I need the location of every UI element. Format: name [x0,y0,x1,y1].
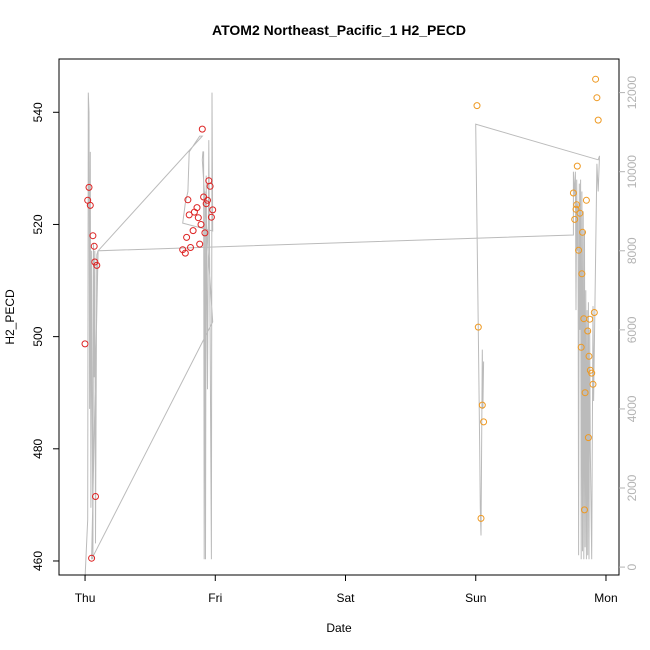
data-point-s1-3 [85,183,93,191]
data-point-s2-25 [588,369,596,377]
y2-tick-label-2000: 2000 [625,474,639,501]
data-point-s1-14 [184,196,192,204]
x-tick-label-fri: Fri [208,591,222,605]
data-point-s1-15 [185,211,193,219]
plot-frame [58,58,620,576]
x-axis: Thu Fri Sat Sun Mon [75,575,618,605]
data-point-s2-22 [585,352,593,360]
data-point-s2-8 [572,205,580,213]
data-point-s1-22 [197,221,205,228]
data-point-s1-27 [204,196,211,204]
data-point-s1-9 [92,493,99,500]
data-point-s1-4 [86,201,94,209]
data-point-s1-7 [90,242,98,250]
data-point-s1-8 [91,258,99,266]
data-point-s1-16 [187,244,194,251]
y2-tick-label-4000: 4000 [625,395,639,422]
data-point-s2-26 [589,380,597,388]
data-point-s2-20 [584,327,592,335]
data-point-s2-23 [586,315,594,323]
data-point-s1-12 [181,249,189,257]
data-point-s2-11 [575,246,583,254]
data-point-s2-19 [582,196,590,204]
data-point-s2-18 [581,389,589,397]
x-tick-label-thu: Thu [75,591,96,605]
data-point-s1-25 [201,229,209,237]
data-point-s1-6 [89,232,97,240]
y2-axis: 0 2000 4000 6000 8000 10000 12000 [619,76,639,570]
data-point-s1-1 [81,340,89,348]
y-axis: 460 480 500 520 540 [31,102,59,571]
x-tick-label-mon: Mon [594,591,617,605]
data-point-s2-10 [573,162,581,170]
y2-tick-label-10000: 10000 [625,155,639,189]
y-axis-label: H2_PECD [3,289,17,345]
y2-tick-label-12000: 12000 [625,76,639,110]
data-point-s2-12 [576,209,584,217]
data-point-s2-17 [581,506,588,514]
x-axis-label: Date [326,621,352,635]
data-point-s2-28 [592,75,600,83]
data-point-s2-29 [593,94,601,102]
x-tick-label-sun: Sun [465,591,486,605]
data-point-s1-20 [194,214,202,222]
data-point-s2-2 [474,323,482,331]
y2-tick-label-0: 0 [625,563,639,570]
data-point-s2-7 [571,215,579,223]
data-point-s1-31 [209,206,217,214]
data-point-s2-14 [578,270,586,278]
data-point-s2-3 [477,514,485,522]
data-point-s2-13 [577,343,585,351]
y-tick-label-540: 540 [31,102,45,122]
data-point-s1-21 [196,240,204,248]
y2-tick-label-6000: 6000 [625,316,639,343]
data-point-s2-30 [594,116,602,124]
data-point-s2-9 [573,201,581,209]
data-point-s1-17 [189,227,197,235]
points-layer [81,75,602,562]
data-point-s2-21 [584,434,592,442]
data-point-s1-13 [183,233,191,241]
data-point-s2-1 [473,102,481,110]
data-point-s2-6 [569,189,577,197]
x-tick-label-sat: Sat [337,591,356,605]
y-tick-label-480: 480 [31,438,45,458]
secondary-series-line [84,92,600,580]
data-point-s2-27 [590,309,598,316]
data-point-s1-19 [193,204,201,212]
secondary-line-layer [84,92,600,580]
data-point-s1-26 [202,200,210,208]
y-tick-label-520: 520 [31,214,45,234]
data-point-s2-4 [478,401,486,409]
y-tick-label-500: 500 [31,326,45,346]
y-tick-label-460: 460 [31,551,45,571]
data-point-s2-15 [579,228,586,236]
data-point-s1-10 [93,261,101,269]
data-point-s1-23 [198,125,206,133]
data-point-s1-29 [206,182,214,190]
data-point-s1-30 [207,213,215,221]
y2-tick-label-8000: 8000 [625,237,639,264]
data-point-s1-5 [88,554,96,562]
chart-title: ATOM2 Northeast_Pacific_1 H2_PECD [212,22,466,38]
data-point-s2-5 [480,418,488,426]
